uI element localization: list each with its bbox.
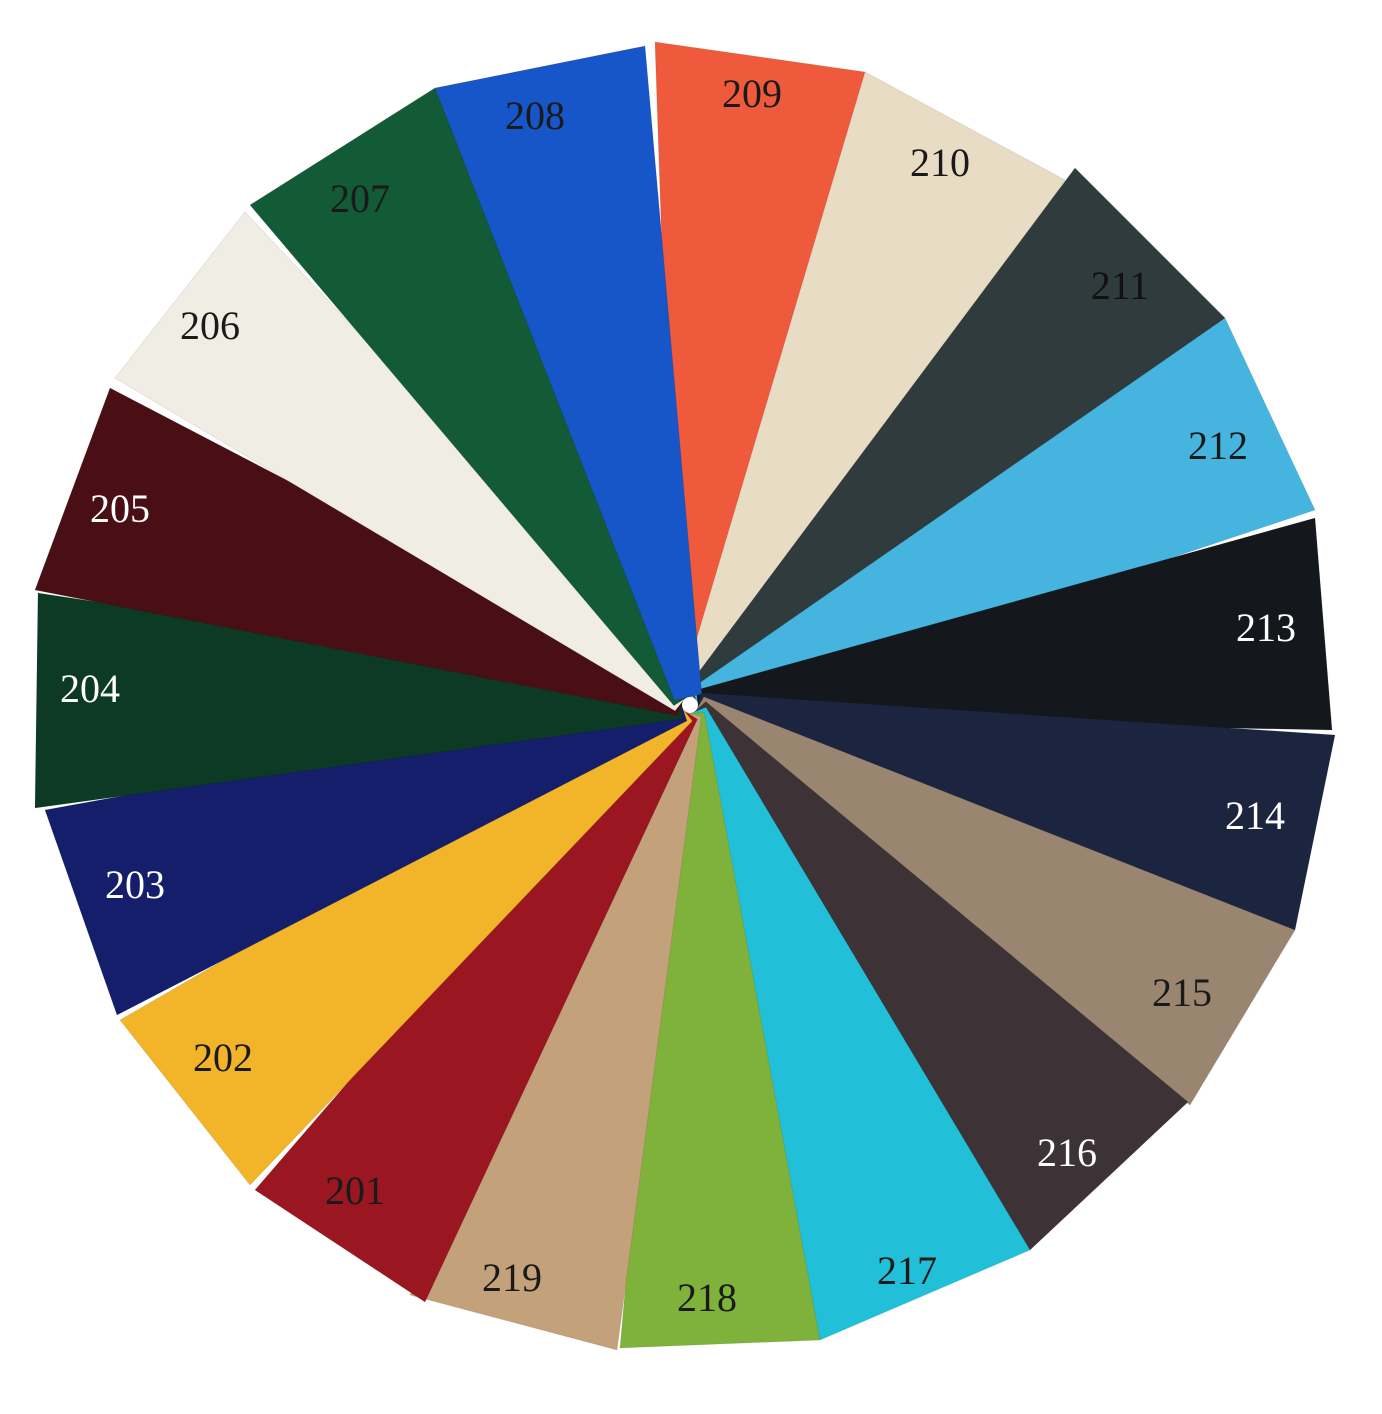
swatch-label: 215 (1152, 970, 1212, 1015)
swatch-label: 202 (193, 1035, 253, 1080)
swatch-label: 219 (482, 1255, 542, 1300)
swatch-label: 218 (677, 1275, 737, 1320)
swatch-label: 203 (105, 862, 165, 907)
swatch-label: 213 (1236, 605, 1296, 650)
swatch-label: 210 (910, 140, 970, 185)
swatch-label: 205 (90, 486, 150, 531)
swatch-label: 208 (505, 93, 565, 138)
swatch-label: 201 (325, 1168, 385, 1213)
swatch-label: 209 (722, 71, 782, 116)
swatch-label: 206 (180, 303, 240, 348)
swatch-label: 212 (1188, 423, 1248, 468)
swatch-label: 207 (330, 176, 390, 221)
swatch-label: 204 (60, 666, 120, 711)
swatch-label: 214 (1225, 793, 1285, 838)
swatch-label: 211 (1091, 263, 1150, 308)
swatch (434, 45, 703, 702)
swatch-label: 216 (1037, 1130, 1097, 1175)
swatch-label: 217 (877, 1248, 937, 1293)
